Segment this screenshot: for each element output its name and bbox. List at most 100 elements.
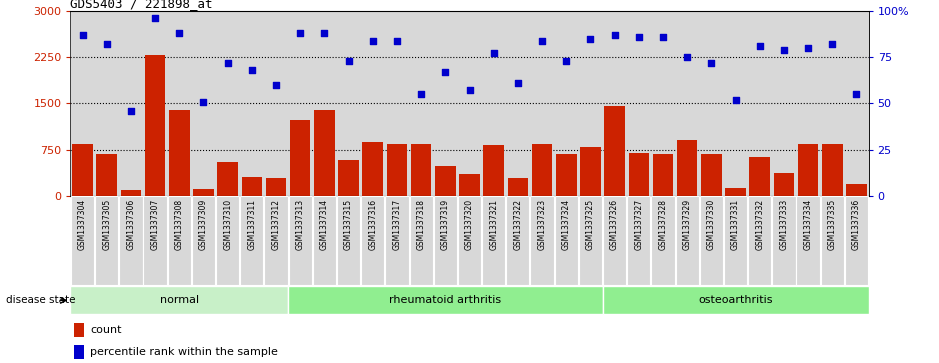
FancyBboxPatch shape — [821, 196, 844, 285]
FancyBboxPatch shape — [71, 196, 94, 285]
Point — [824, 41, 839, 47]
Point — [220, 60, 235, 66]
FancyBboxPatch shape — [724, 196, 747, 285]
Bar — [169, 110, 190, 196]
Text: GSM1337326: GSM1337326 — [610, 199, 619, 250]
Text: GSM1337307: GSM1337307 — [150, 199, 160, 250]
Text: count: count — [90, 325, 122, 335]
Text: GSM1337320: GSM1337320 — [465, 199, 474, 250]
Text: GSM1337336: GSM1337336 — [852, 199, 861, 250]
Point — [123, 108, 138, 114]
Point — [752, 43, 767, 49]
Text: disease state: disease state — [6, 295, 75, 305]
Bar — [508, 178, 528, 196]
Text: GSM1337321: GSM1337321 — [489, 199, 499, 250]
FancyBboxPatch shape — [288, 196, 312, 285]
FancyBboxPatch shape — [409, 196, 433, 285]
Bar — [338, 160, 359, 196]
Text: GSM1337335: GSM1337335 — [828, 199, 837, 250]
FancyBboxPatch shape — [748, 196, 771, 285]
FancyBboxPatch shape — [385, 196, 408, 285]
FancyBboxPatch shape — [288, 286, 603, 314]
Point — [244, 67, 259, 73]
Text: GSM1337310: GSM1337310 — [223, 199, 232, 250]
Bar — [74, 323, 85, 337]
Point — [777, 47, 792, 53]
Text: GSM1337304: GSM1337304 — [78, 199, 87, 250]
FancyBboxPatch shape — [458, 196, 481, 285]
FancyBboxPatch shape — [95, 196, 118, 285]
Text: GSM1337313: GSM1337313 — [296, 199, 304, 250]
FancyBboxPatch shape — [482, 196, 505, 285]
Text: GSM1337317: GSM1337317 — [393, 199, 402, 250]
Text: GSM1337331: GSM1337331 — [731, 199, 740, 250]
Bar — [484, 146, 504, 196]
Text: GSM1337314: GSM1337314 — [320, 199, 329, 250]
Bar — [822, 144, 842, 196]
Point — [365, 38, 380, 44]
Bar — [193, 189, 214, 196]
FancyBboxPatch shape — [313, 196, 336, 285]
Bar — [362, 142, 383, 196]
Point — [462, 87, 477, 93]
Bar — [605, 106, 624, 196]
Bar — [72, 143, 93, 196]
Bar — [798, 144, 819, 196]
Point — [728, 97, 743, 103]
Bar — [628, 154, 649, 196]
Point — [534, 38, 549, 44]
Bar — [749, 156, 770, 196]
Text: rheumatoid arthritis: rheumatoid arthritis — [390, 295, 501, 305]
Text: GSM1337315: GSM1337315 — [344, 199, 353, 250]
Text: GSM1337306: GSM1337306 — [127, 199, 135, 250]
Point — [75, 32, 90, 38]
Bar — [266, 178, 286, 196]
Bar — [774, 173, 794, 196]
Text: osteoarthritis: osteoarthritis — [699, 295, 773, 305]
Text: GSM1337308: GSM1337308 — [175, 199, 184, 250]
Text: GSM1337323: GSM1337323 — [537, 199, 546, 250]
FancyBboxPatch shape — [240, 196, 264, 285]
Bar — [120, 191, 141, 196]
Text: GSM1337332: GSM1337332 — [755, 199, 764, 250]
Bar — [217, 162, 238, 196]
Text: GDS5403 / 221898_at: GDS5403 / 221898_at — [70, 0, 213, 10]
FancyBboxPatch shape — [772, 196, 795, 285]
FancyBboxPatch shape — [119, 196, 143, 285]
FancyBboxPatch shape — [216, 196, 239, 285]
FancyBboxPatch shape — [506, 196, 530, 285]
Bar — [701, 154, 722, 196]
Bar — [435, 166, 455, 196]
FancyBboxPatch shape — [652, 196, 674, 285]
FancyBboxPatch shape — [675, 196, 699, 285]
Bar — [97, 154, 117, 196]
Bar — [74, 345, 85, 359]
Point — [486, 50, 501, 56]
Point — [100, 41, 115, 47]
FancyBboxPatch shape — [70, 286, 288, 314]
Point — [316, 30, 331, 36]
Text: GSM1337327: GSM1337327 — [635, 199, 643, 250]
Point — [631, 34, 646, 40]
Bar — [556, 154, 577, 196]
Point — [680, 54, 695, 60]
Bar — [387, 144, 408, 196]
Point — [196, 99, 211, 105]
Bar — [846, 184, 867, 196]
Point — [293, 30, 308, 36]
Text: GSM1337312: GSM1337312 — [271, 199, 281, 250]
Point — [559, 58, 574, 64]
Text: GSM1337329: GSM1337329 — [683, 199, 692, 250]
Bar — [411, 144, 431, 196]
FancyBboxPatch shape — [845, 196, 868, 285]
Bar — [145, 55, 165, 196]
Text: normal: normal — [160, 295, 199, 305]
Text: GSM1337325: GSM1337325 — [586, 199, 595, 250]
Point — [511, 80, 526, 86]
FancyBboxPatch shape — [603, 196, 626, 285]
FancyBboxPatch shape — [603, 286, 869, 314]
Bar — [653, 154, 673, 196]
Point — [438, 69, 453, 75]
Point — [147, 15, 162, 21]
Point — [583, 36, 598, 41]
